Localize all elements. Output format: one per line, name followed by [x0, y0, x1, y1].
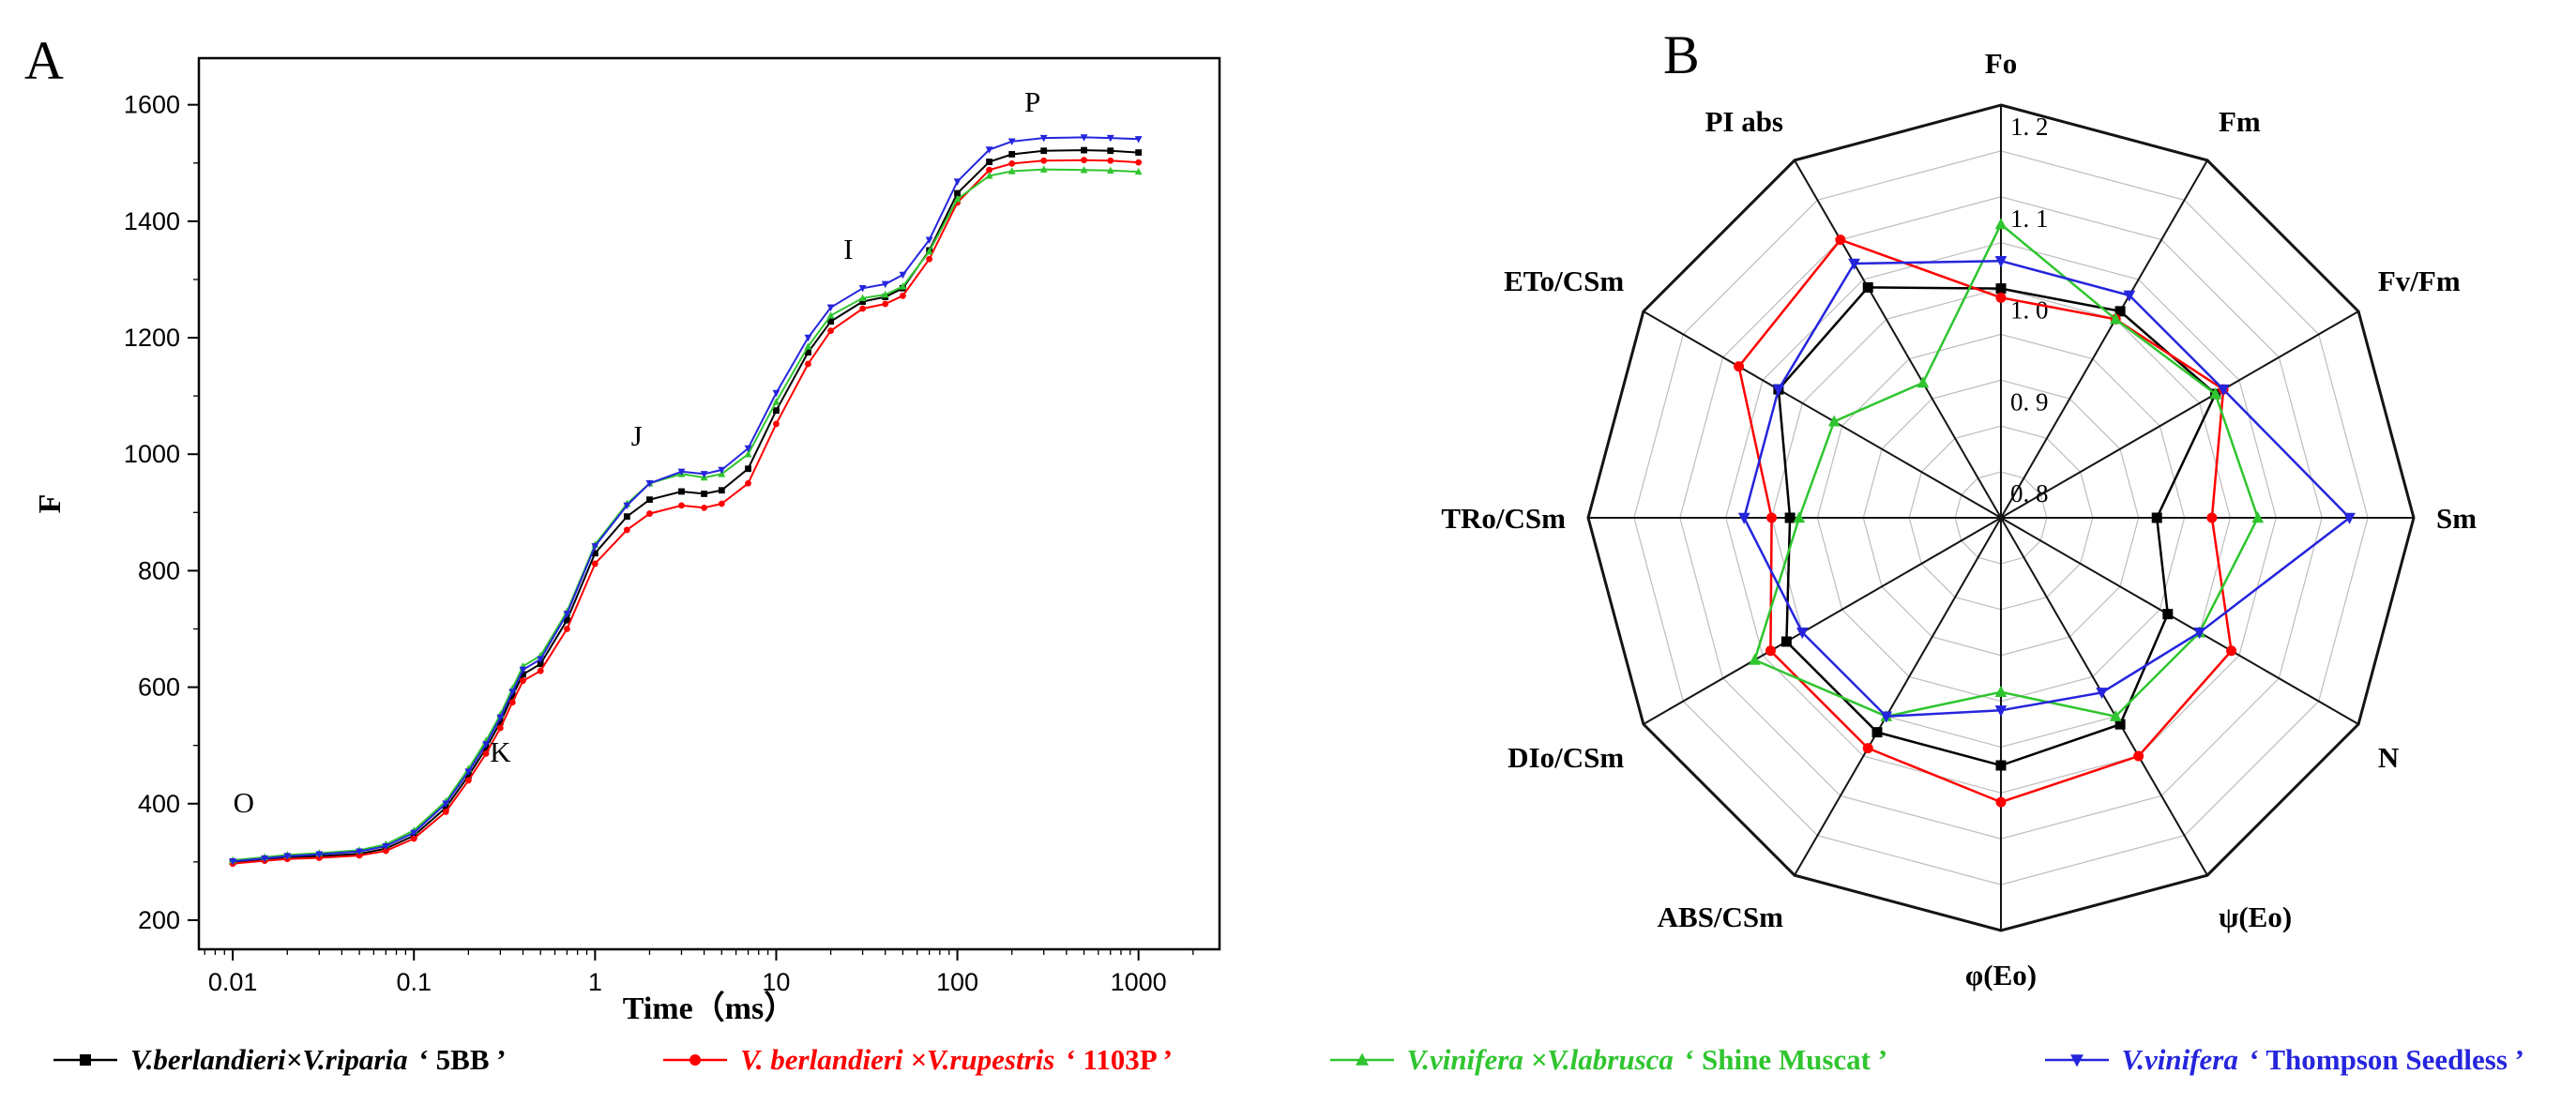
svg-text:Fm: Fm [2219, 105, 2261, 138]
panels-row: A 0.01 0.1 1 10 100 1000 200 400 600 800 1000 1200 1… [0, 0, 2576, 1032]
svg-text:ABS/CSm: ABS/CSm [1658, 901, 1784, 933]
svg-text:1. 1: 1. 1 [2010, 204, 2049, 233]
svg-text:Time（ms）: Time（ms） [623, 990, 796, 1026]
legend-species: V. berlandieri ×V.rupestris [740, 1043, 1055, 1076]
svg-text:1400: 1400 [124, 207, 180, 235]
svg-text:600: 600 [138, 674, 180, 702]
legend: V.berlandieri×V.riparia ‘ 5BB ’ V. berla… [0, 1043, 2576, 1077]
svg-text:1600: 1600 [124, 91, 180, 119]
svg-text:K: K [490, 735, 511, 768]
legend-marker-triangle-up-icon [1329, 1052, 1394, 1066]
legend-marker-circle-icon [663, 1054, 728, 1066]
svg-text:Fo: Fo [1985, 47, 2017, 80]
legend-cultivar: ‘ 5BB ’ [418, 1043, 507, 1076]
svg-text:Fv/Fm: Fv/Fm [2378, 265, 2461, 297]
svg-text:0. 8: 0. 8 [2010, 479, 2049, 507]
svg-text:N: N [2378, 741, 2399, 774]
svg-text:ETo/CSm: ETo/CSm [1504, 265, 1624, 297]
panel-a-label: A [24, 30, 64, 91]
svg-text:1: 1 [588, 968, 602, 996]
svg-text:0.1: 0.1 [396, 968, 432, 996]
svg-text:0.01: 0.01 [208, 968, 258, 996]
svg-text:J: J [631, 419, 643, 452]
svg-text:400: 400 [138, 790, 180, 818]
svg-text:DIo/CSm: DIo/CSm [1508, 741, 1624, 774]
legend-cultivar: ‘ 1103P ’ [1066, 1043, 1174, 1076]
legend-marker-triangle-down-icon [2044, 1054, 2109, 1067]
svg-text:F: F [33, 494, 68, 514]
svg-text:PI abs: PI abs [1705, 105, 1783, 138]
svg-text:100: 100 [936, 968, 978, 996]
legend-item-1103p: V. berlandieri ×V.rupestris ‘ 1103P ’ [661, 1043, 1173, 1077]
legend-species: V.berlandieri×V.riparia [130, 1043, 408, 1076]
legend-item-5bb: V.berlandieri×V.riparia ‘ 5BB ’ [52, 1043, 507, 1077]
legend-marker-square-icon [53, 1054, 117, 1066]
panel-b-label: B [1663, 24, 1700, 85]
svg-text:1. 2: 1. 2 [2010, 113, 2049, 141]
svg-text:1200: 1200 [124, 324, 180, 352]
svg-text:P: P [1024, 85, 1040, 118]
legend-item-shine-muscat: V.vinifera ×V.labrusca ‘ Shine Muscat ’ [1328, 1043, 1888, 1077]
legend-item-thompson-seedless: V.vinifera ‘ Thompson Seedless ’ [2043, 1043, 2524, 1077]
panel-a: A 0.01 0.1 1 10 100 1000 200 400 600 800 1000 1200 1… [0, 0, 1288, 1032]
svg-text:800: 800 [138, 556, 180, 584]
ojip-line-chart: 0.01 0.1 1 10 100 1000 200 400 600 800 1000 1200 140… [33, 56, 1221, 1026]
svg-text:ψ(Eo): ψ(Eo) [2219, 901, 2292, 933]
svg-text:0. 9: 0. 9 [2010, 387, 2049, 416]
svg-text:TRo/CSm: TRo/CSm [1441, 502, 1566, 535]
svg-text:10: 10 [762, 968, 790, 996]
legend-cultivar: ‘ Thompson Seedless ’ [2249, 1043, 2524, 1076]
legend-species: V.vinifera ×V.labrusca [1406, 1043, 1674, 1076]
svg-text:Sm: Sm [2436, 502, 2477, 535]
svg-text:φ(Eo): φ(Eo) [1965, 959, 2037, 991]
radar-chart: 0. 80. 91. 01. 11. 2FoFmFv/FmSmNψ(Eo)φ(E… [1441, 47, 2477, 991]
svg-text:200: 200 [138, 906, 180, 934]
legend-species: V.vinifera [2121, 1043, 2238, 1076]
svg-text:O: O [234, 786, 254, 819]
legend-cultivar: ‘ Shine Muscat ’ [1684, 1043, 1888, 1076]
svg-text:1000: 1000 [1111, 968, 1167, 996]
svg-text:I: I [843, 233, 853, 265]
svg-text:1000: 1000 [124, 440, 180, 468]
